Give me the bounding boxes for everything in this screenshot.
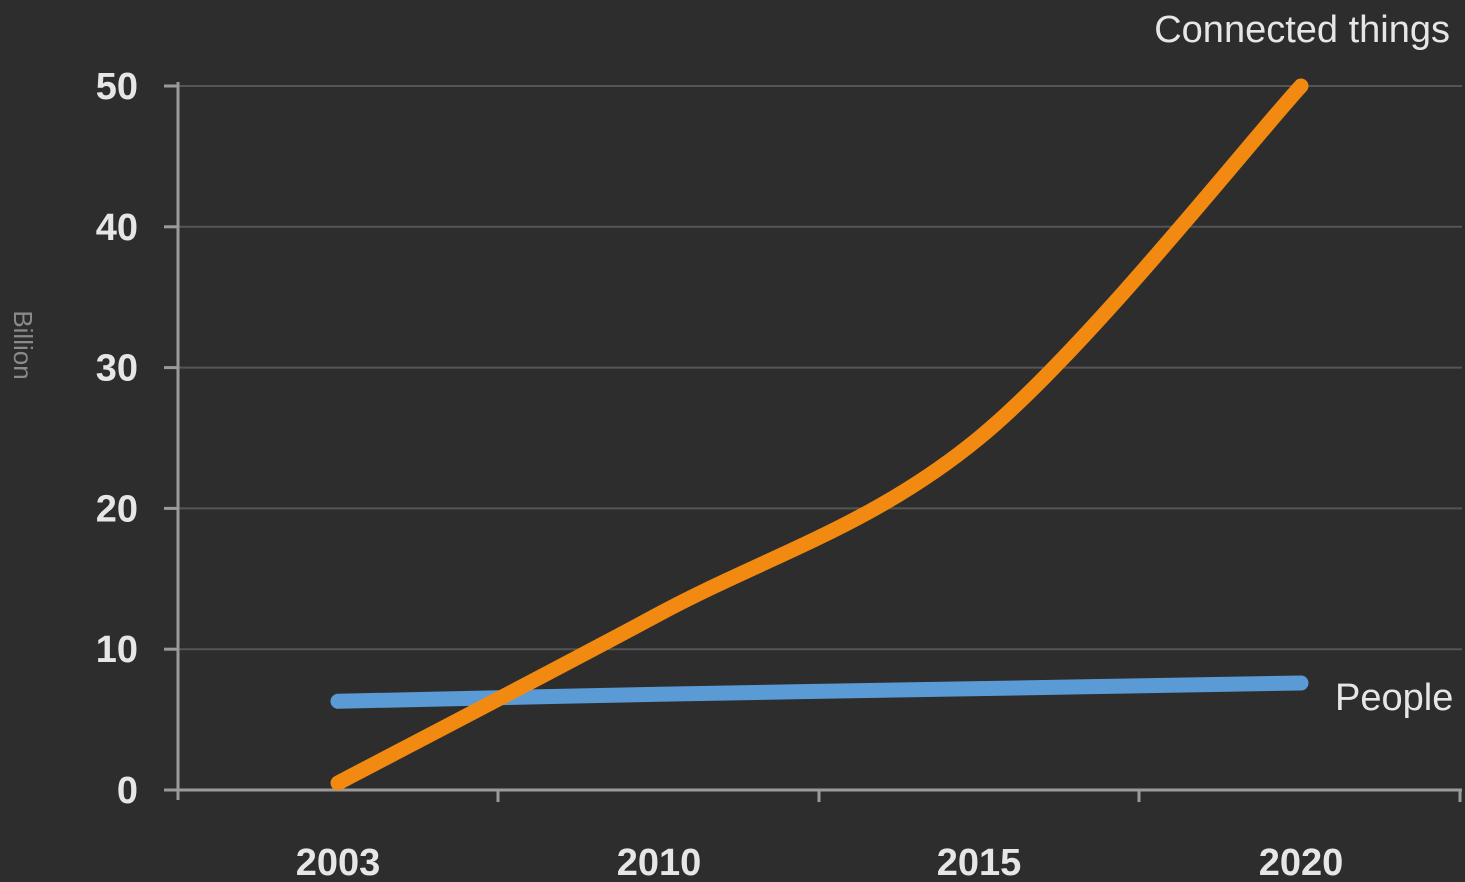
series-label-people: People — [1335, 677, 1453, 719]
x-tick-label-2020: 2020 — [1259, 842, 1344, 882]
y-tick-label-30: 30 — [96, 348, 138, 390]
series-line-people — [330, 675, 1309, 709]
gridlines — [178, 85, 1462, 651]
x-tick-label-2015: 2015 — [937, 842, 1022, 882]
y-tick-label-20: 20 — [96, 488, 138, 530]
y-tick-label-50: 50 — [96, 66, 138, 108]
x-tick-label-2010: 2010 — [617, 842, 702, 882]
series-labels: Connected things People — [1154, 9, 1453, 719]
y-tick-labels: 0 10 20 30 40 50 — [96, 66, 138, 812]
y-axis-title: Billion — [8, 310, 38, 379]
x-tick-labels: 2003 2010 2015 2020 — [296, 842, 1344, 882]
series-lines — [330, 78, 1309, 791]
y-tick-label-40: 40 — [96, 207, 138, 249]
y-tick-label-10: 10 — [96, 629, 138, 671]
x-tick-label-2003: 2003 — [296, 842, 381, 882]
series-label-connected-things: Connected things — [1154, 9, 1450, 51]
y-tick-label-0: 0 — [117, 770, 138, 812]
axes — [164, 82, 1462, 802]
series-line-connected-things — [330, 78, 1309, 791]
